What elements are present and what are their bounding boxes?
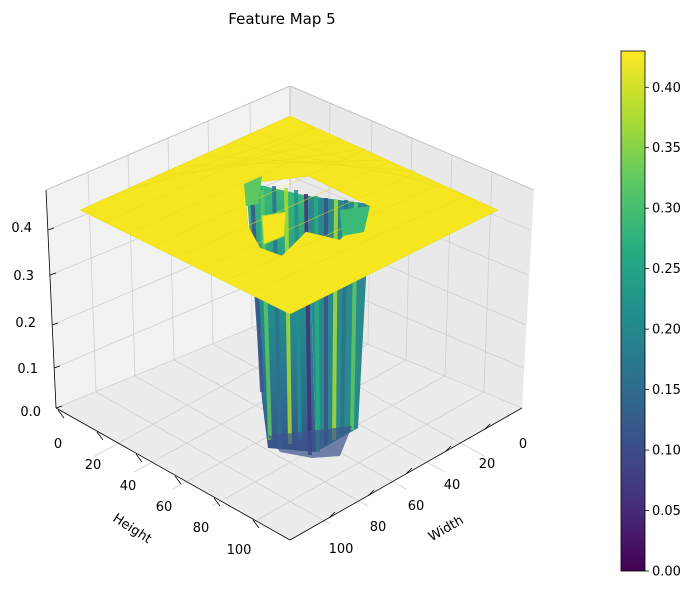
- surface-plateau: [79, 115, 499, 315]
- colorbar-gradient: [620, 50, 646, 572]
- plateau-surface: [79, 115, 499, 315]
- height-tick-label: 20: [85, 458, 102, 473]
- colorbar-tick-label: 0.20: [652, 323, 681, 338]
- colorbar-tick-label: 0.30: [652, 202, 681, 217]
- width-tick-label: 80: [370, 520, 387, 535]
- width-tick-label: 20: [479, 457, 496, 472]
- width-tick-label: 100: [329, 542, 354, 557]
- z-axis: 0.0 0.1 0.2 0.3 0.4: [11, 189, 63, 420]
- colorbar-tick-label: 0.35: [652, 141, 681, 156]
- colorbar: 0.00 0.05 0.10 0.15 0.20 0.25 0.30 0.35 0.40: [620, 50, 681, 580]
- z-tick-label: 0.4: [11, 221, 32, 236]
- colorbar-tick-label: 0.40: [652, 81, 681, 96]
- colorbar-tick-label: 0.15: [652, 383, 681, 398]
- colorbar-tick-label: 0.25: [652, 262, 681, 277]
- height-tick-label: 100: [227, 543, 252, 558]
- colorbar-tick-label: 0.10: [652, 444, 681, 459]
- width-axis-label: Width: [426, 513, 466, 545]
- height-tick-label: 60: [156, 500, 173, 515]
- width-tick-label: 0: [519, 437, 527, 452]
- height-tick-label: 40: [120, 479, 137, 494]
- height-axis-label: Height: [110, 511, 154, 547]
- z-tick-label: 0.1: [17, 362, 38, 377]
- chart-title: Feature Map 5: [228, 10, 335, 28]
- z-tick-label: 0.0: [20, 405, 41, 420]
- z-tick-label: 0.3: [13, 269, 34, 284]
- colorbar-tick-label: 0.00: [652, 565, 681, 580]
- height-tick-label: 80: [193, 521, 210, 536]
- width-tick-label: 60: [408, 499, 425, 514]
- colorbar-ticks: 0.00 0.05 0.10 0.15 0.20 0.25 0.30 0.35 0.40: [645, 81, 681, 580]
- width-tick-label: 40: [444, 478, 461, 493]
- z-tick-label: 0.2: [15, 316, 36, 331]
- colorbar-tick-label: 0.05: [652, 504, 681, 519]
- height-tick-label: 0: [54, 437, 62, 452]
